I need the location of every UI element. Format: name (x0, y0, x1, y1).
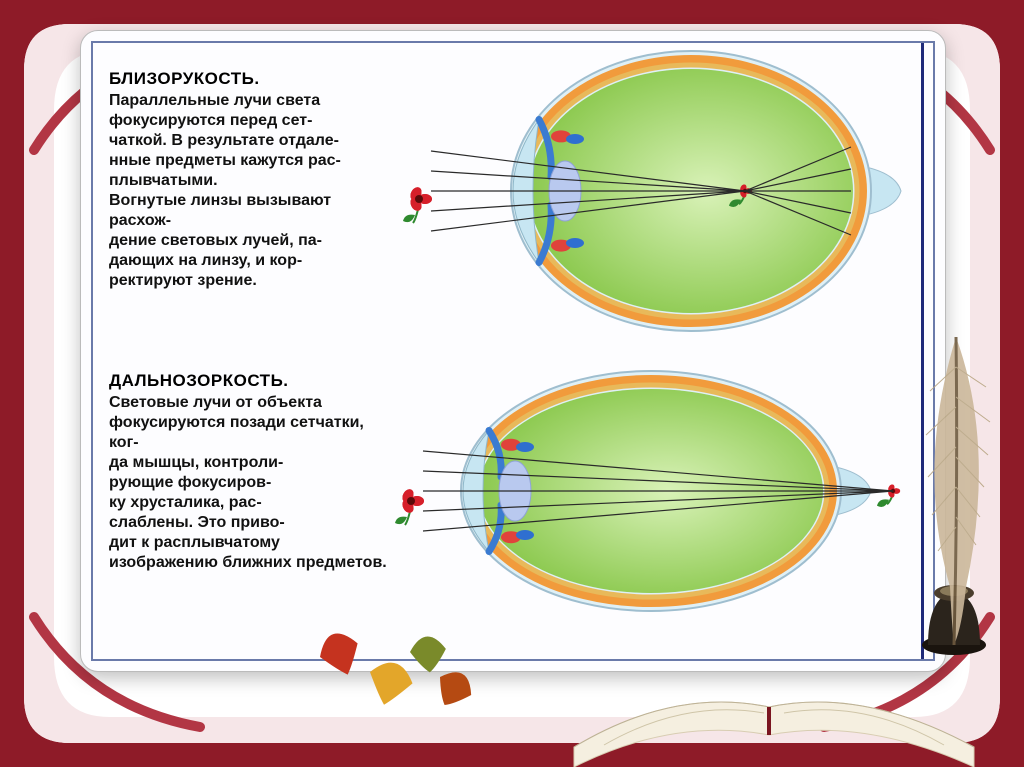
slide-stage: БЛИЗОРУКОСТЬ. Параллельные лучи света фо… (0, 0, 1024, 767)
quill-feather-decor (896, 327, 1006, 647)
autumn-leaves-decor (300, 617, 500, 727)
eye-myopia-diagram (403, 51, 901, 331)
eye-hyperopia-diagram (395, 371, 900, 611)
eye-diagrams (81, 31, 945, 671)
content-card: БЛИЗОРУКОСТЬ. Параллельные лучи света фо… (80, 30, 946, 672)
